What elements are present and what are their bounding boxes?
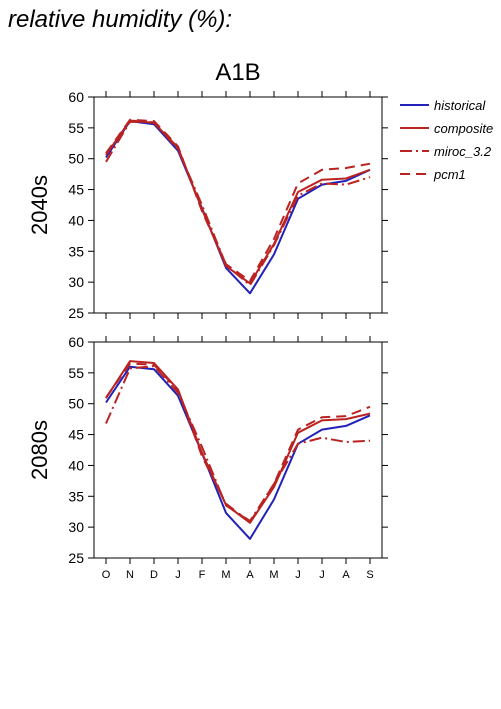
y-tick-label: 30: [68, 274, 84, 290]
legend-item: pcm1: [400, 167, 466, 182]
x-tick-label: J: [319, 569, 325, 581]
legend-item: historical: [400, 98, 486, 113]
series-line-historical: [105, 120, 371, 295]
series-line-miroc-3-2: [105, 365, 371, 522]
legend-label: historical: [434, 98, 486, 113]
y-tick-label: 55: [68, 120, 84, 136]
x-tick-label: J: [295, 569, 301, 581]
series-line-miroc-3-2: [105, 120, 371, 287]
y-tick-label: 40: [68, 457, 84, 473]
panel-2040s: 25 30 35 40 45 50 55 60 2040s: [27, 89, 388, 321]
panels: 25 30 35 40 45 50 55 60 2040s 25 30 35 40 45 50 55 60 O N D…: [27, 89, 388, 581]
legend-label: composite: [434, 121, 493, 136]
series-line-historical: [105, 365, 371, 540]
y-tick-label: 55: [68, 365, 84, 381]
legend-label: miroc_3.2: [434, 144, 492, 159]
x-tick-label: A: [246, 569, 254, 581]
series-line-pcm1: [105, 118, 371, 282]
legend-item: miroc_3.2: [400, 144, 492, 159]
x-tick-label: M: [221, 569, 230, 581]
y-tick-label: 60: [68, 89, 84, 105]
x-tick-label: F: [199, 569, 206, 581]
series-line-composite: [105, 360, 371, 524]
x-tick-label: J: [175, 569, 181, 581]
x-tick-label: A: [342, 569, 350, 581]
y-tick-label: 50: [68, 396, 84, 412]
y-tick-label: 45: [68, 427, 84, 443]
series-line-composite: [105, 119, 371, 285]
y-tick-label: 35: [68, 488, 84, 504]
panel-label: 2040s: [27, 175, 52, 235]
legend-label: pcm1: [433, 167, 466, 182]
x-tick-label: M: [269, 569, 278, 581]
x-tick-label: N: [126, 569, 134, 581]
plot-frame: [93, 341, 383, 559]
panel-2080s: 25 30 35 40 45 50 55 60 O N D J F M A M J J A S 2080s: [27, 334, 388, 581]
y-tick-label: 50: [68, 151, 84, 167]
scenario-title: A1B: [215, 59, 260, 86]
plot-frame: [93, 96, 383, 314]
panel-label: 2080s: [27, 420, 52, 480]
y-tick-label: 30: [68, 519, 84, 535]
x-tick-label: S: [366, 569, 373, 581]
y-tick-label: 45: [68, 182, 84, 198]
y-tick-label: 25: [68, 305, 84, 321]
y-tick-label: 60: [68, 334, 84, 350]
legend: historical composite miroc_3.2 pcm1: [400, 98, 493, 182]
legend-item: composite: [400, 121, 493, 136]
y-tick-label: 25: [68, 550, 84, 566]
series-line-pcm1: [105, 362, 371, 524]
x-tick-label: O: [102, 569, 111, 581]
y-tick-label: 35: [68, 243, 84, 259]
y-tick-label: 40: [68, 212, 84, 228]
x-tick-label: D: [150, 569, 158, 581]
figure-heading: relative humidity (%):: [8, 6, 232, 33]
